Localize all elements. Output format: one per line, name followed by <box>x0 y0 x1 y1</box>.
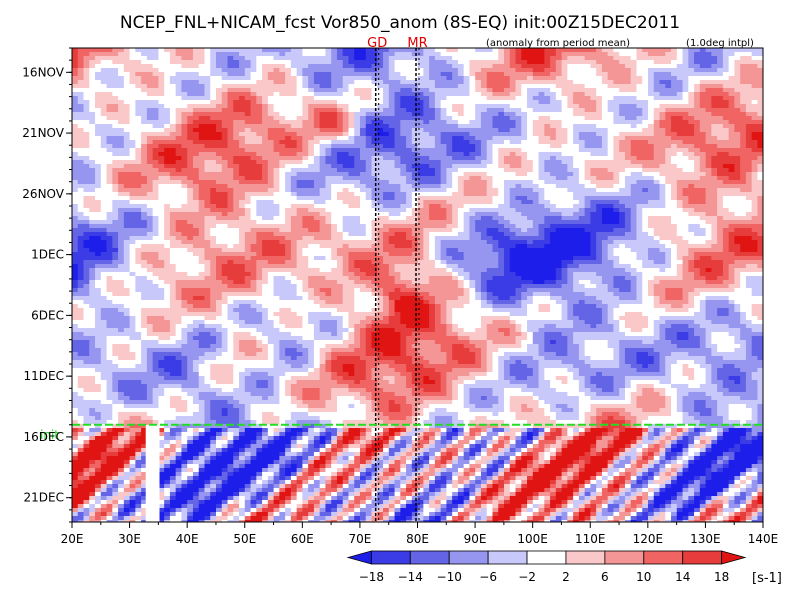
colorbar-unit: [s-1] <box>752 571 782 586</box>
x-tick-label: 20E <box>61 532 84 546</box>
colorbar-label: −14 <box>398 570 423 584</box>
colorbar-segment <box>643 550 684 565</box>
y-tick-label: 16NOV <box>22 65 64 79</box>
colorbar-arrow-left <box>346 550 372 565</box>
x-tick-label: 60E <box>291 532 314 546</box>
y-tick-label: 16DEC <box>24 430 64 444</box>
x-tick-label: 140E <box>748 532 779 546</box>
colorbar-segment <box>682 550 723 565</box>
x-tick-label: 80E <box>406 532 429 546</box>
colorbar-segment <box>565 550 606 565</box>
x-tick-label: 50E <box>233 532 256 546</box>
init-label: init <box>40 428 59 442</box>
colorbar-segment <box>448 550 489 565</box>
marker-label-mr: MR <box>407 36 427 51</box>
y-tick-label: 11DEC <box>24 369 64 383</box>
colorbar-label: −18 <box>359 570 384 584</box>
colorbar: −18 −14 −10 −6 −2 2 6 10 14 18 <box>346 550 747 584</box>
colorbar-segment <box>409 550 450 565</box>
colorbar-label: −10 <box>437 570 462 584</box>
x-tick-label: 40E <box>176 532 199 546</box>
x-tick-label: 130E <box>690 532 721 546</box>
chart-title: NCEP_FNL+NICAM_fcst Vor850_anom (8S-EQ) … <box>120 13 680 33</box>
colorbar-segment <box>604 550 645 565</box>
marker-label-gd: GD <box>367 36 387 51</box>
x-tick-label: 110E <box>575 532 606 546</box>
colorbar-segment <box>487 550 528 565</box>
y-tick-label: 6DEC <box>31 308 64 322</box>
x-axis: 20E 30E 40E 50E 60E 70E 80E 90E 100E 110E 120E 130E… <box>61 522 779 546</box>
colorbar-label: 14 <box>675 570 690 584</box>
y-tick-label: 26NOV <box>22 187 64 201</box>
x-tick-label: 70E <box>348 532 371 546</box>
x-tick-label: 100E <box>517 532 548 546</box>
x-tick-label: 30E <box>118 532 141 546</box>
marker-lines: GD MR <box>367 36 428 522</box>
y-tick-label: 1DEC <box>31 248 64 262</box>
vorticity-field <box>72 48 763 522</box>
colorbar-label: 18 <box>714 570 729 584</box>
colorbar-label: 2 <box>562 570 570 584</box>
colorbar-segment <box>370 550 411 565</box>
x-tick-label: 120E <box>633 532 664 546</box>
x-tick-label: 90E <box>464 532 487 546</box>
colorbar-arrow-right <box>721 550 747 565</box>
colorbar-label: 6 <box>601 570 609 584</box>
subtitle-right: (1.0deg intpl) <box>686 38 754 49</box>
missing-data-strip <box>145 424 160 522</box>
colorbar-label: −6 <box>479 570 497 584</box>
colorbar-label: 10 <box>636 570 651 584</box>
y-tick-label: 21DEC <box>24 491 64 505</box>
y-tick-label: 21NOV <box>22 126 64 140</box>
subtitle-left: (anomaly from period mean) <box>486 38 630 49</box>
colorbar-segment <box>526 550 567 565</box>
colorbar-label: −2 <box>518 570 536 584</box>
y-axis: 16NOV 21NOV 26NOV 1DEC 6DEC 11DEC 16DEC 21DEC <box>22 47 72 523</box>
